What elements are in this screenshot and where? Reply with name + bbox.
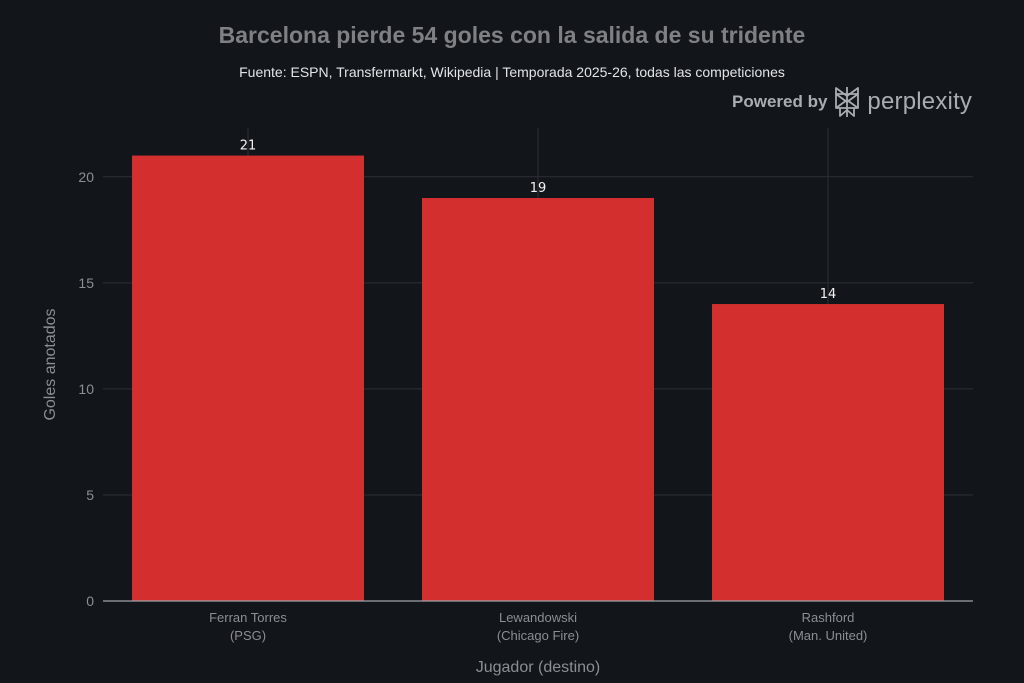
y-tick-label: 5 [86,487,94,503]
powered-by-branding[interactable]: Powered by perplexity [732,86,972,118]
x-tick-label: Ferran Torres [209,610,287,625]
x-tick-label: (Man. United) [789,628,868,643]
powered-by-label: Powered by [732,92,828,111]
chart-subtitle: Fuente: ESPN, Transfermarkt, Wikipedia |… [239,64,785,80]
axes: 0 5 10 15 20 Ferran Torres (PSG) Lewandowski (Ch… [42,169,973,676]
x-axis-title: Jugador (destino) [476,659,601,676]
y-axis-title: Goles anotados [42,308,59,420]
x-tick-label: (PSG) [230,628,266,643]
x-tick-label: (Chicago Fire) [497,628,579,643]
y-tick-label: 10 [78,381,94,397]
bar[interactable] [422,197,654,601]
data-labels: 21 19 14 [240,139,837,302]
bar-value-label: 14 [820,287,837,302]
y-tick-label: 0 [86,593,94,609]
bar[interactable] [712,304,944,601]
y-tick-label: 20 [78,169,94,185]
y-tick-label: 15 [78,275,94,291]
x-tick-label: Rashford [802,610,855,625]
bar-value-label: 21 [240,139,257,154]
perplexity-logo-icon [833,86,861,118]
x-tick-label: Lewandowski [499,610,577,625]
bars [132,155,944,602]
bar[interactable] [132,155,364,602]
perplexity-wordmark: perplexity [867,88,973,115]
chart-title: Barcelona pierde 54 goles con la salida … [218,22,806,48]
bar-value-label: 19 [530,181,547,196]
